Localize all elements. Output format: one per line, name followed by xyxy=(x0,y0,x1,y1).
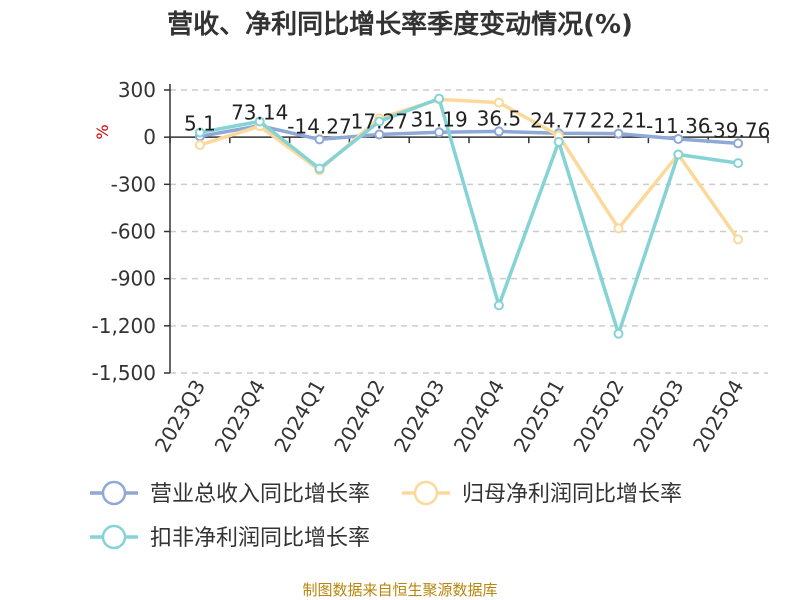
y-unit-label: % xyxy=(93,124,112,139)
x-tick-label: 2025Q2 xyxy=(568,376,628,457)
data-point xyxy=(613,128,624,139)
x-tick-label: 2024Q4 xyxy=(449,376,509,457)
y-tick-label: 300 xyxy=(118,78,156,102)
data-point xyxy=(613,223,624,234)
series-line xyxy=(199,97,740,241)
x-tick-label: 2025Q1 xyxy=(509,376,569,457)
data-point xyxy=(493,97,504,108)
legend-swatch-marker xyxy=(101,480,127,506)
data-point xyxy=(434,127,445,138)
x-tick-label: 2025Q4 xyxy=(688,376,748,457)
data-point xyxy=(374,129,385,140)
data-point xyxy=(733,234,744,245)
legend-item: 营业总收入同比增长率 xyxy=(90,480,370,507)
data-point xyxy=(314,163,325,174)
x-tick-label: 2024Q3 xyxy=(389,375,449,456)
y-tick-label: -1,200 xyxy=(92,314,156,338)
legend-swatch-marker xyxy=(413,480,439,506)
y-tick-label: -900 xyxy=(111,267,156,291)
data-label: 22.21 xyxy=(590,109,647,133)
data-point xyxy=(254,116,265,127)
legend-label: 归母净利润同比增长率 xyxy=(462,482,682,507)
data-point xyxy=(733,158,744,169)
x-tick-label: 2023Q3 xyxy=(150,376,210,457)
y-tick-label: 0 xyxy=(143,125,156,149)
legend-label: 扣非净利润同比增长率 xyxy=(150,526,370,551)
grid-lines xyxy=(170,89,768,374)
data-point xyxy=(493,300,504,311)
data-point xyxy=(194,140,205,151)
legend-item: 扣非净利润同比增长率 xyxy=(90,524,370,551)
y-tick-label: -600 xyxy=(111,220,156,244)
data-point xyxy=(553,136,564,147)
x-tick-labels: 2023Q3 2023Q4 2024Q1 2024Q2 2024Q3 2024Q4 2025… xyxy=(150,375,749,456)
data-label: 36.5 xyxy=(477,106,522,130)
chart-title: 营收、净利同比增长率季度变动情况(%) xyxy=(167,9,633,40)
data-point xyxy=(673,133,684,144)
data-point xyxy=(613,328,624,339)
data-label: 24.77 xyxy=(530,108,587,132)
data-point xyxy=(434,93,445,104)
data-point xyxy=(314,134,325,145)
x-tick-label: 2025Q3 xyxy=(628,376,688,457)
series-line xyxy=(199,123,739,146)
data-label: 73.14 xyxy=(231,101,288,125)
legend-label: 营业总收入同比增长率 xyxy=(150,482,370,507)
data-label: -14.27 xyxy=(287,114,351,138)
data-label: 31.19 xyxy=(410,107,467,131)
x-tick-label: 2024Q2 xyxy=(329,376,389,457)
data-label: 17.27 xyxy=(351,109,408,133)
y-tick-labels: 300 0 -300 -600 -900 -1,200 -1,500 xyxy=(92,78,156,385)
data-label: 5.1 xyxy=(184,111,216,135)
data-label: -39.76 xyxy=(706,118,770,142)
y-tick-label: -300 xyxy=(111,172,156,196)
data-label: -11.36 xyxy=(646,114,710,138)
x-tick-label: 2024Q1 xyxy=(269,376,329,457)
data-point xyxy=(194,127,205,138)
source-note: 制图数据来自恒生聚源数据库 xyxy=(302,581,497,599)
legend-item: 归母净利润同比增长率 xyxy=(402,480,682,507)
series-line xyxy=(199,96,739,336)
data-point xyxy=(374,116,385,127)
legend-swatch-marker xyxy=(101,524,127,550)
data-point xyxy=(673,149,684,160)
x-tick-label: 2023Q4 xyxy=(210,376,270,457)
data-point xyxy=(493,126,504,137)
data-point xyxy=(733,138,744,149)
y-tick-label: -1,500 xyxy=(92,361,156,385)
series-group xyxy=(194,93,744,339)
